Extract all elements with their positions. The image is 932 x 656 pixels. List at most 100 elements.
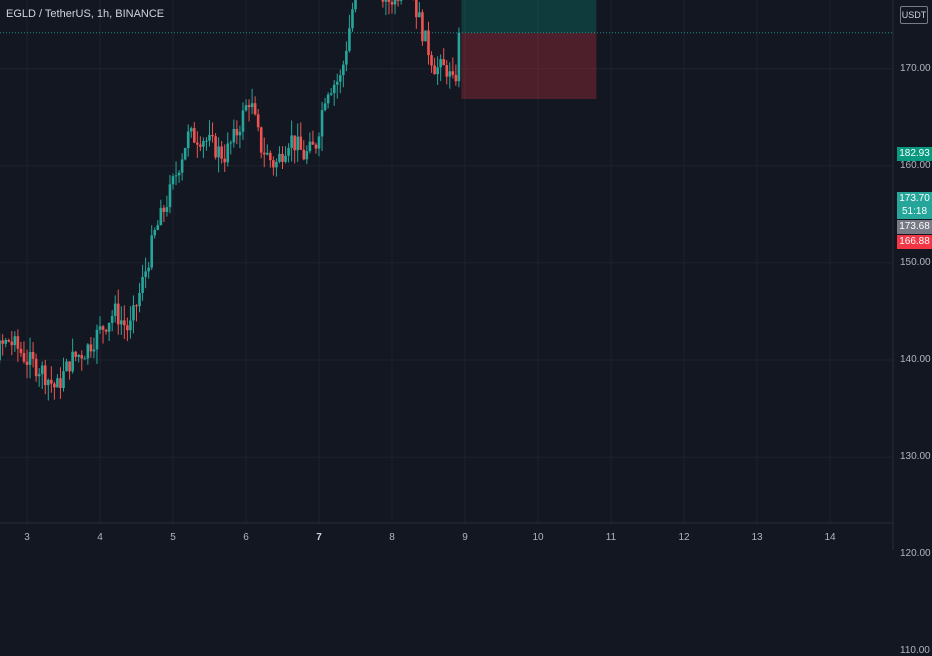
- candle: [244, 105, 248, 111]
- candle: [421, 12, 424, 42]
- price-axis-label: 130.00: [900, 451, 931, 463]
- candle: [238, 131, 242, 136]
- candle: [457, 32, 461, 82]
- candle: [430, 55, 433, 66]
- candle: [95, 329, 99, 350]
- time-axis-label: 10: [532, 532, 544, 543]
- candle: [171, 176, 175, 185]
- candle: [71, 351, 74, 372]
- candle: [442, 59, 446, 66]
- candle: [284, 155, 287, 162]
- candle: [302, 149, 306, 160]
- time-axis-label: 14: [824, 532, 836, 543]
- candle: [174, 175, 178, 177]
- currency-unit-button[interactable]: USDT: [900, 6, 928, 24]
- candle: [119, 320, 123, 325]
- candle: [141, 276, 144, 294]
- candle: [235, 128, 239, 136]
- candle: [332, 84, 336, 94]
- candle: [4, 340, 8, 344]
- candle: [40, 365, 44, 375]
- candle: [275, 161, 278, 168]
- candle: [433, 65, 436, 75]
- candle: [247, 105, 251, 108]
- candle: [296, 136, 300, 151]
- candle: [132, 305, 135, 321]
- candle: [281, 153, 284, 162]
- candle: [265, 152, 269, 155]
- candle: [311, 141, 315, 145]
- candle: [448, 71, 452, 77]
- candle: [272, 160, 275, 168]
- candle: [126, 325, 129, 331]
- candle: [13, 336, 17, 346]
- candle: [278, 153, 281, 162]
- candle: [305, 151, 309, 160]
- candle: [101, 326, 105, 330]
- candle: [445, 65, 449, 77]
- candle: [387, 0, 391, 3]
- time-axis-label: 12: [678, 532, 690, 543]
- candle: [189, 128, 193, 132]
- candle: [107, 322, 111, 332]
- take-profit-price-tag: 182.93: [897, 147, 932, 161]
- candle: [135, 305, 138, 307]
- candle: [381, 0, 385, 2]
- candle: [351, 9, 354, 29]
- symbol-title[interactable]: EGLD / TetherUS, 1h, BINANCE: [6, 8, 165, 20]
- candle: [28, 352, 32, 365]
- candle: [129, 320, 132, 331]
- candle: [393, 0, 397, 5]
- entry-price-tag: 173.68: [897, 220, 932, 234]
- time-axis-label: 6: [243, 532, 249, 543]
- price-axis-label: 150.00: [900, 256, 931, 268]
- candle: [418, 12, 421, 18]
- bar-countdown-tag: 51:18: [897, 205, 932, 219]
- candle: [16, 336, 20, 349]
- candle: [326, 94, 330, 104]
- time-axis-label: 3: [24, 532, 30, 543]
- candle: [390, 2, 394, 5]
- candle: [53, 383, 56, 388]
- candle: [232, 128, 236, 143]
- candle: [205, 140, 208, 142]
- candle: [92, 349, 96, 352]
- candle: [220, 146, 223, 159]
- candle: [436, 67, 439, 75]
- candle: [22, 352, 26, 362]
- candle: [342, 64, 345, 76]
- candle: [451, 71, 455, 75]
- candle: [214, 136, 217, 158]
- candle: [293, 135, 296, 151]
- candle: [439, 59, 442, 68]
- time-axis-label: 7: [316, 532, 322, 543]
- candle: [113, 303, 117, 316]
- candle: [86, 344, 90, 359]
- candle: [89, 344, 93, 352]
- candle: [83, 358, 87, 360]
- candle: [46, 379, 50, 386]
- candle: [415, 0, 418, 18]
- price-axis-label: 110.00: [900, 645, 930, 656]
- candle: [1, 340, 4, 344]
- candle: [62, 371, 65, 389]
- candle: [269, 152, 272, 161]
- candle: [384, 0, 388, 2]
- candle: [74, 351, 77, 357]
- time-axis-label: 9: [462, 532, 468, 543]
- candle: [211, 134, 214, 137]
- candle: [323, 103, 327, 111]
- candle: [241, 110, 245, 132]
- candle: [116, 303, 120, 325]
- price-chart[interactable]: [0, 0, 932, 550]
- candle: [10, 341, 14, 346]
- candle: [338, 75, 342, 82]
- candle: [123, 320, 126, 326]
- candle: [180, 159, 184, 173]
- candle: [80, 354, 84, 359]
- candle: [68, 361, 71, 372]
- candle: [153, 229, 157, 236]
- candle: [299, 136, 303, 150]
- candle: [199, 144, 202, 147]
